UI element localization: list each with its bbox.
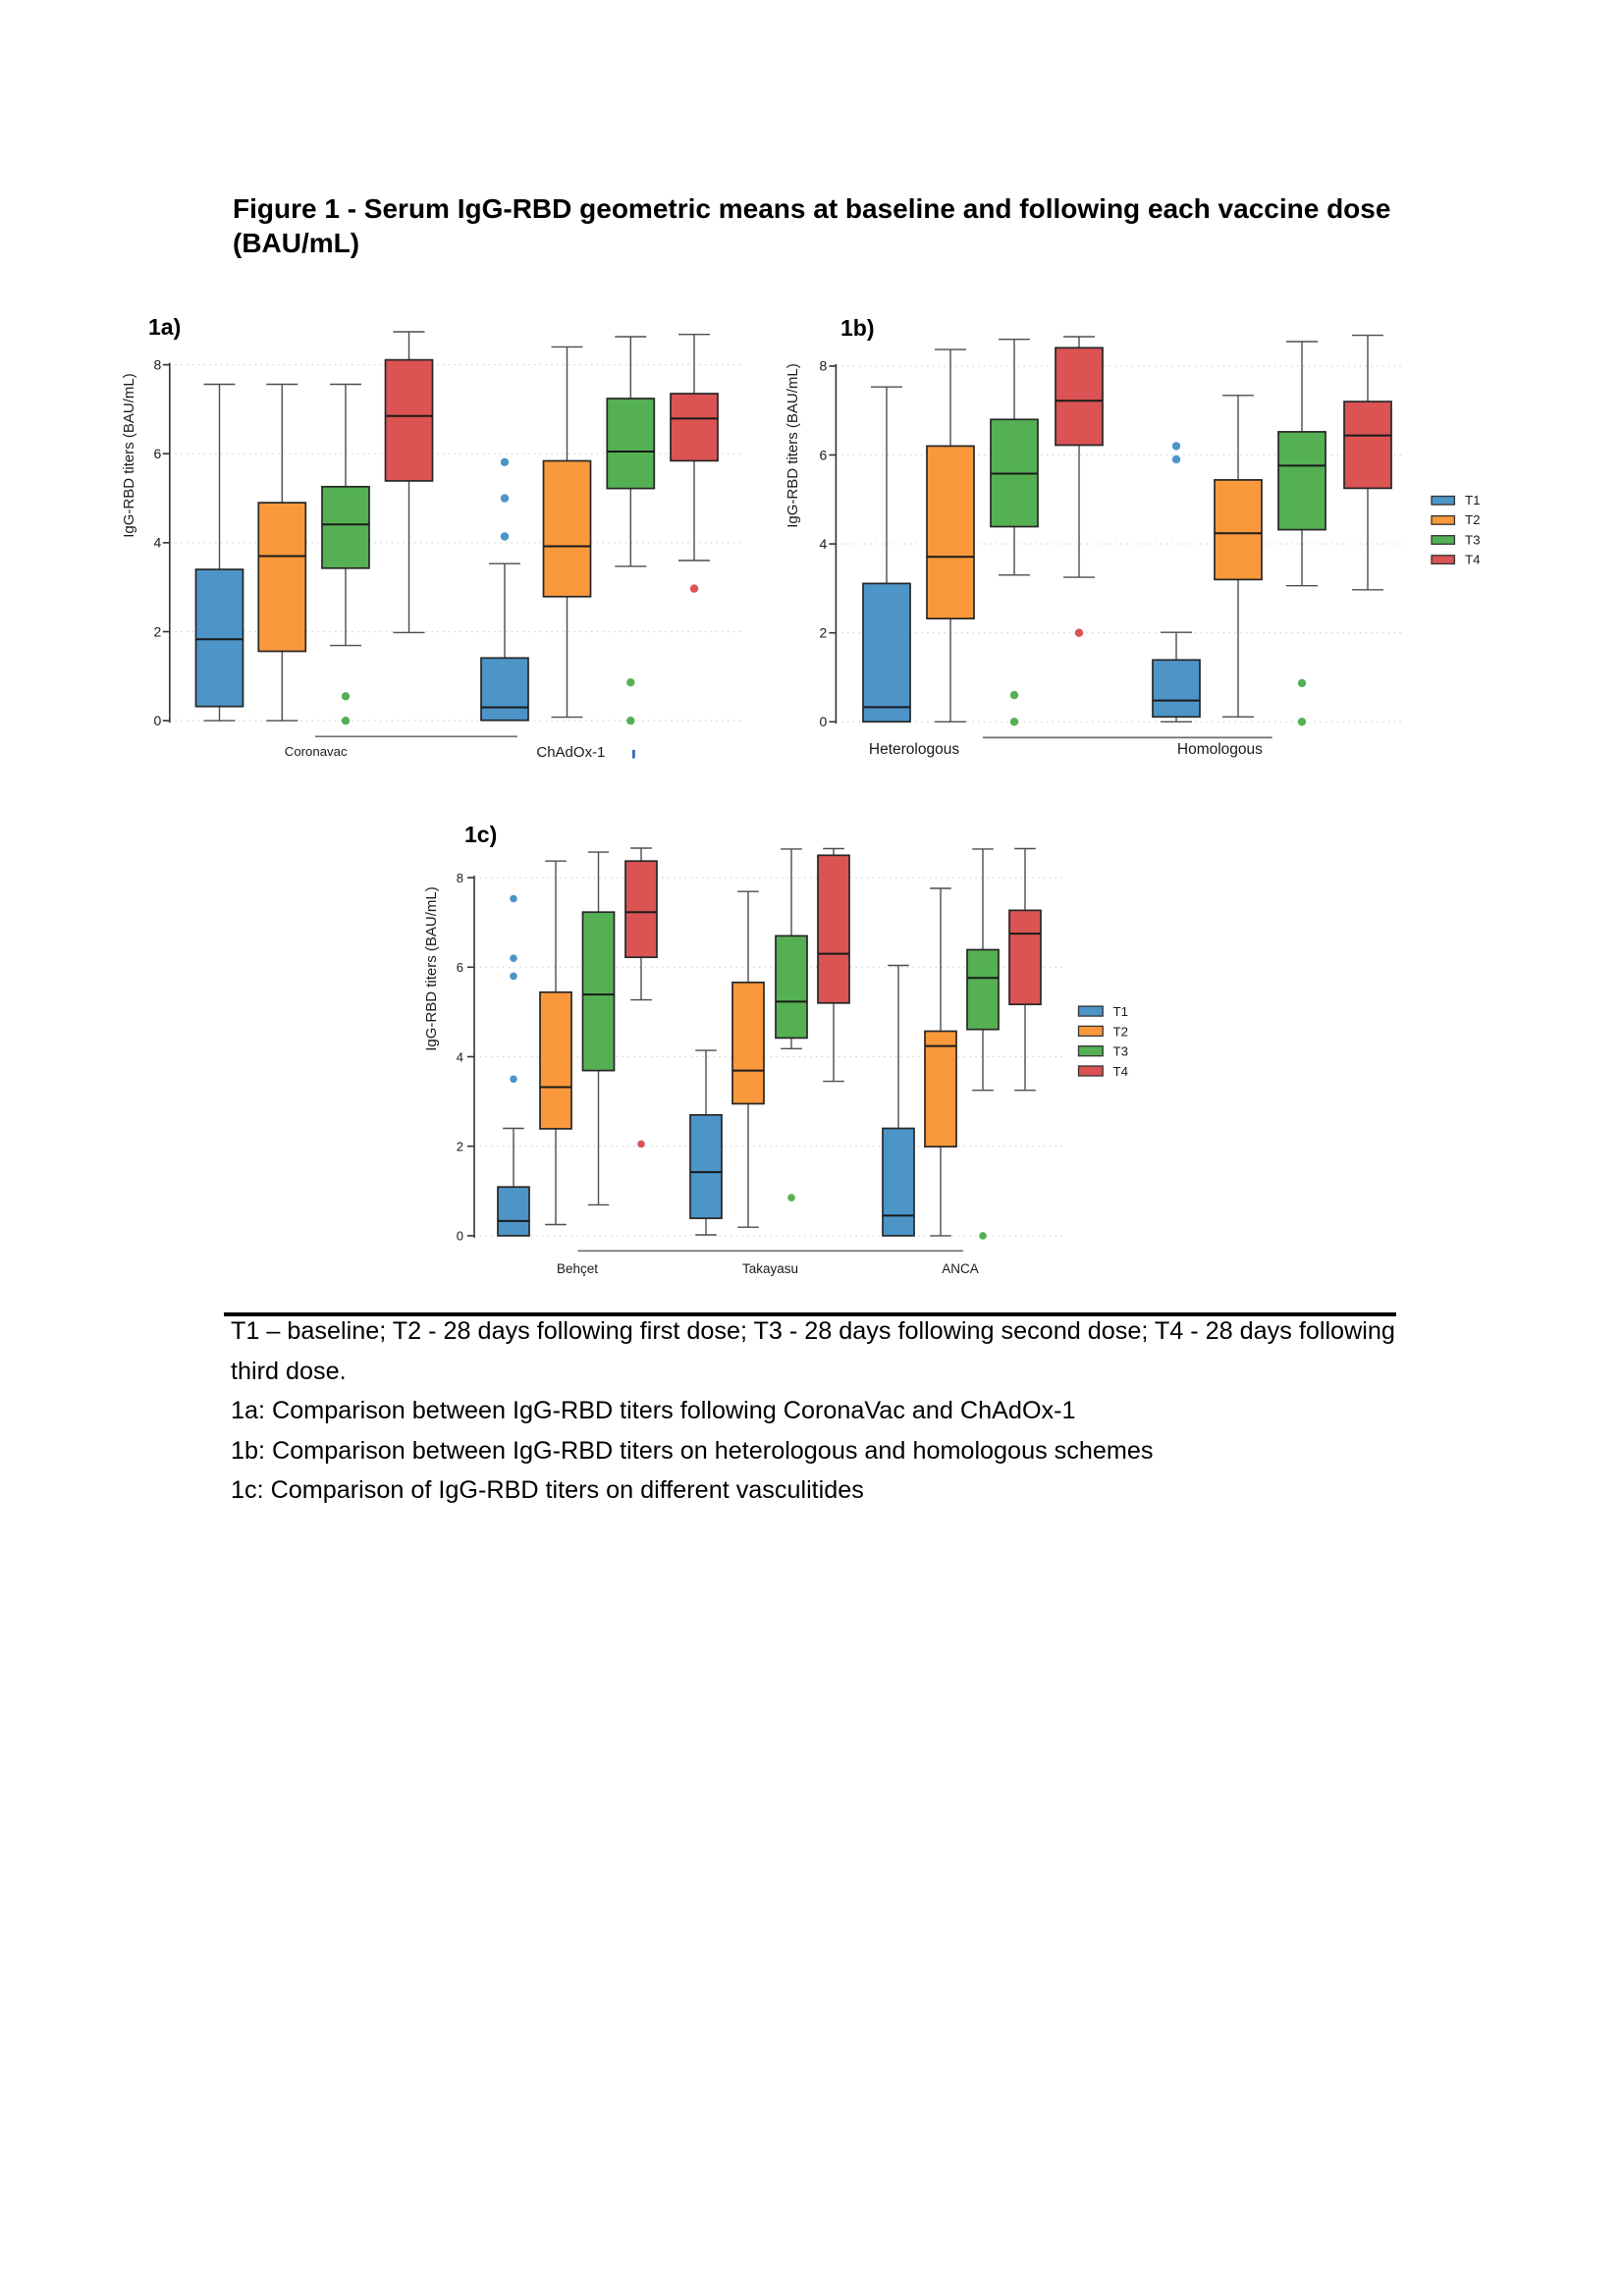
svg-text:8: 8 bbox=[457, 871, 463, 885]
svg-text:1b): 1b) bbox=[840, 315, 875, 341]
svg-text:T3: T3 bbox=[1465, 532, 1481, 547]
svg-text:2: 2 bbox=[154, 623, 162, 639]
svg-text:6: 6 bbox=[154, 446, 162, 461]
svg-text:4: 4 bbox=[457, 1049, 463, 1064]
svg-text:2: 2 bbox=[457, 1140, 463, 1154]
svg-text:Heterologous: Heterologous bbox=[869, 741, 959, 758]
svg-text:T3: T3 bbox=[1113, 1044, 1129, 1059]
svg-text:8: 8 bbox=[820, 358, 828, 374]
svg-text:T4: T4 bbox=[1465, 552, 1481, 566]
svg-text:T4: T4 bbox=[1113, 1064, 1129, 1079]
svg-text:8: 8 bbox=[154, 356, 162, 372]
svg-text:Takayasu: Takayasu bbox=[742, 1261, 798, 1276]
svg-text:6: 6 bbox=[457, 960, 463, 975]
svg-text:Homologous: Homologous bbox=[1177, 741, 1263, 758]
svg-text:4: 4 bbox=[154, 535, 162, 551]
svg-text:T1: T1 bbox=[1113, 1004, 1129, 1019]
svg-text:2: 2 bbox=[820, 625, 828, 641]
svg-text:Coronavac: Coronavac bbox=[285, 744, 348, 759]
svg-text:IgG-RBD titers (BAU/mL): IgG-RBD titers (BAU/mL) bbox=[121, 373, 137, 538]
svg-text:ChAdOx-1: ChAdOx-1 bbox=[536, 744, 605, 761]
svg-text:T2: T2 bbox=[1113, 1024, 1129, 1039]
svg-text:1c): 1c) bbox=[464, 822, 497, 847]
svg-text:6: 6 bbox=[820, 447, 828, 462]
svg-text:0: 0 bbox=[457, 1229, 463, 1244]
svg-text:ANCA: ANCA bbox=[942, 1261, 979, 1276]
svg-text:Behçet: Behçet bbox=[557, 1261, 598, 1276]
svg-text:T2: T2 bbox=[1465, 512, 1481, 527]
svg-text:0: 0 bbox=[154, 713, 162, 728]
svg-text:IgG-RBD titers (BAU/mL): IgG-RBD titers (BAU/mL) bbox=[785, 363, 801, 528]
svg-text:0: 0 bbox=[820, 714, 828, 729]
svg-text:IgG-RBD titers (BAU/mL): IgG-RBD titers (BAU/mL) bbox=[423, 886, 440, 1051]
svg-text:T1: T1 bbox=[1465, 493, 1481, 507]
svg-text:1a): 1a) bbox=[148, 314, 181, 340]
svg-text:4: 4 bbox=[820, 536, 828, 552]
